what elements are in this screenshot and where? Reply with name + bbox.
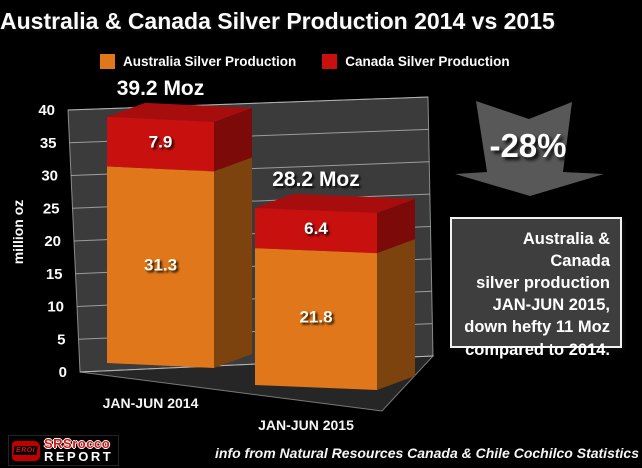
down-arrow-icon	[455, 101, 604, 196]
y-tick-label: 35	[40, 135, 57, 152]
srsrocco-report-logo: EROI SRSrocco REPORT	[8, 435, 120, 466]
canada-value-label: 7.9	[149, 133, 173, 152]
bar-front-australia	[255, 248, 377, 390]
y-tick-label: 25	[43, 200, 60, 217]
total-value-label: 39.2 Moz	[117, 77, 205, 100]
bar-side-canada	[377, 198, 415, 254]
chart-title: Australia & Canada Silver Production 201…	[0, 8, 555, 34]
legend-label-australia: Australia Silver Production	[123, 54, 297, 69]
bar-top-canada	[255, 193, 415, 213]
decline-percentage: -28%	[489, 127, 567, 164]
category-label: JAN-JUN 2015	[258, 417, 354, 433]
y-tick-label: 0	[59, 364, 67, 381]
logo-report-text: REPORT	[44, 449, 114, 464]
gridline	[67, 96, 429, 111]
bar-front-australia	[107, 166, 214, 368]
bar-top-canada	[107, 102, 252, 122]
down-arrow-shape	[455, 101, 604, 196]
bar-side-canada	[214, 107, 252, 172]
y-tick-label: 30	[41, 168, 58, 185]
australia-value-label: 21.8	[299, 308, 332, 327]
australia-color-swatch	[100, 54, 115, 69]
info-line: JAN-JUN 2015,	[492, 296, 610, 315]
logo-srsrocco-text: SRSrocco	[44, 436, 111, 451]
legend-label-canada: Canada Silver Production	[345, 54, 510, 69]
decline-arrow: -28%	[448, 95, 608, 200]
y-axis-title: million oz	[10, 200, 26, 265]
category-label: JAN-JUN 2014	[103, 395, 199, 411]
eroi-map-icon: EROI	[12, 440, 40, 461]
total-value-label: 28.2 Moz	[272, 168, 360, 191]
source-credit: info from Natural Resources Canada & Chi…	[215, 445, 639, 461]
bar-front-canada	[255, 207, 377, 254]
info-box: Australia & Canada silver production JAN…	[450, 217, 622, 359]
canada-value-label: 6.4	[304, 219, 328, 238]
legend-item-australia: Australia Silver Production	[100, 54, 296, 69]
legend: Australia Silver Production Canada Silve…	[100, 54, 510, 69]
bar-side-australia	[377, 239, 415, 390]
canada-color-swatch	[322, 54, 338, 69]
y-tick-label: 15	[46, 266, 63, 283]
legend-item-canada: Canada Silver Production	[322, 54, 510, 69]
australia-value-label: 31.3	[144, 256, 177, 275]
y-tick-label: 10	[47, 299, 64, 316]
bar-front-canada	[107, 116, 214, 172]
info-line: Australia & Canada	[522, 230, 610, 271]
y-tick-label: 20	[44, 233, 61, 250]
y-tick-label: 5	[57, 331, 65, 348]
bar-side-australia	[214, 157, 252, 368]
info-line: silver production	[476, 274, 610, 293]
info-line: down hefty 11 Moz	[464, 318, 610, 337]
info-line: compared to 2014.	[465, 340, 610, 359]
eroi-badge-text: EROI	[13, 446, 39, 455]
y-tick-label: 40	[38, 102, 55, 119]
